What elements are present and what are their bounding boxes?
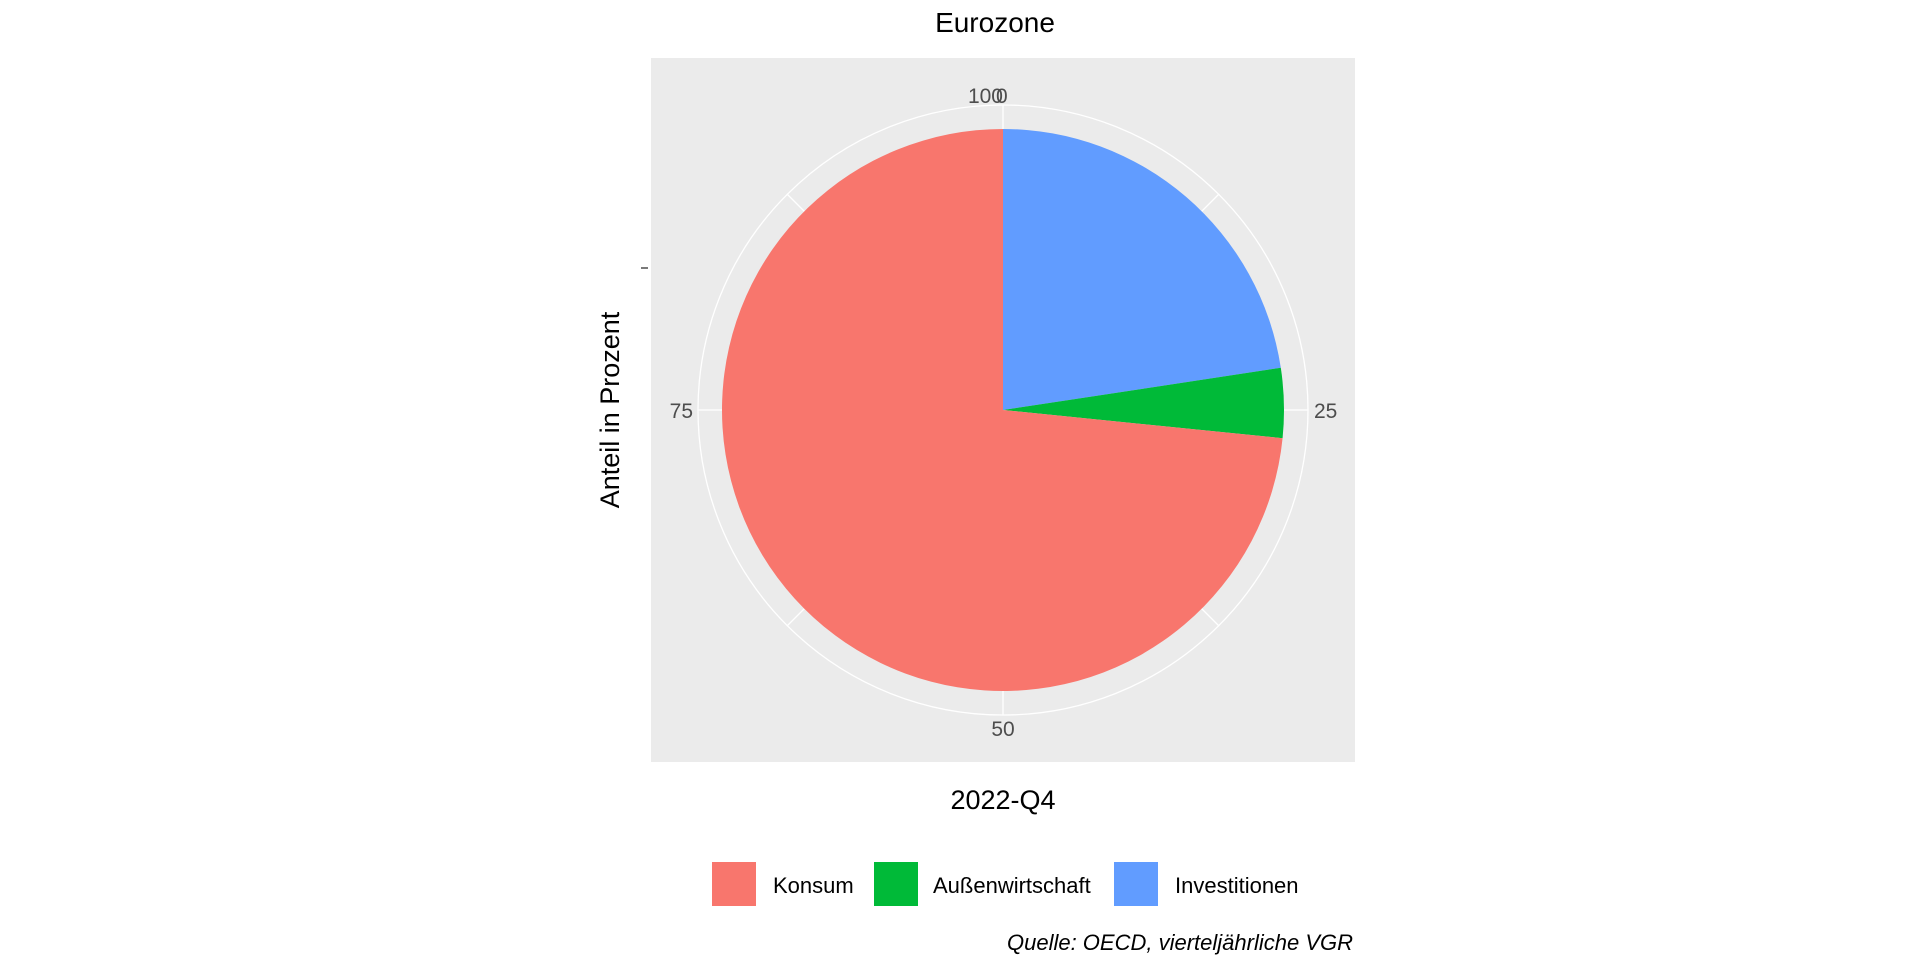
legend-key-investitionen [1114, 862, 1158, 906]
tick-label-75: 75 [670, 400, 693, 423]
legend-key-konsum [712, 862, 756, 906]
legend-label-aussenwirtschaft: Außenwirtschaft [933, 873, 1091, 898]
pie-slice-aussenwirtschaft [1003, 367, 1284, 439]
tick-label-50: 50 [991, 718, 1014, 741]
legend-key-aussenwirtschaft [874, 862, 918, 906]
legend: Konsum Außenwirtschaft Investitionen [712, 862, 1299, 906]
source-caption: Quelle: OECD, vierteljährliche VGR [1007, 930, 1353, 955]
pie-slice-konsum [721, 129, 1283, 691]
legend-label-investitionen: Investitionen [1175, 873, 1299, 898]
chart-title: Eurozone [935, 7, 1055, 38]
y-axis-title: Anteil in Prozent [595, 311, 625, 508]
tick-label-0: 0 [996, 85, 1008, 108]
pie-slices [721, 129, 1284, 691]
legend-label-konsum: Konsum [773, 873, 854, 898]
pie-slice-investitionen [1003, 129, 1281, 410]
tick-label-100: 100 [968, 85, 1003, 108]
tick-label-25: 25 [1314, 400, 1337, 423]
x-axis-title: 2022-Q4 [950, 785, 1055, 815]
